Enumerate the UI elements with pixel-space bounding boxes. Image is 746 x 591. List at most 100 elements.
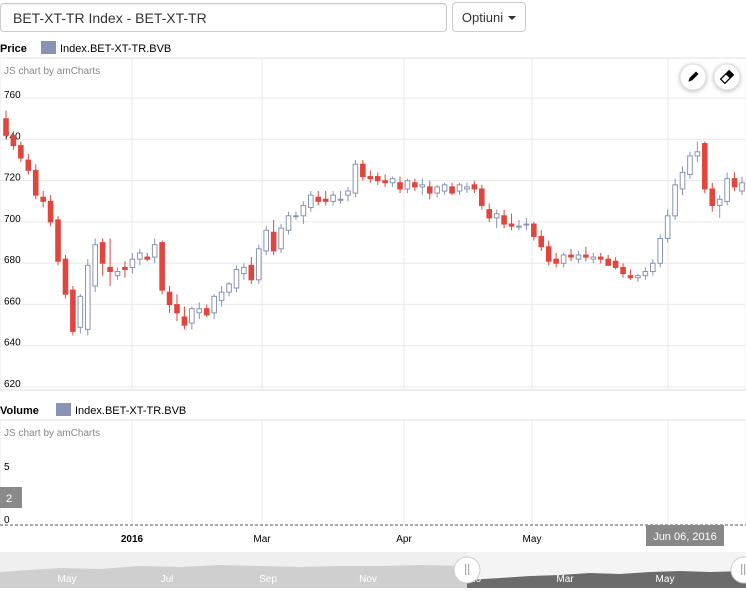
candle-body: [493, 213, 500, 219]
candle-body: [233, 268, 240, 289]
candle: [18, 141, 24, 163]
candle-body: [18, 145, 24, 159]
candle-body: [627, 275, 634, 279]
candle: [248, 257, 255, 284]
candle: [441, 182, 448, 196]
x-axis: 2016 Mar Apr May Jun: [121, 534, 676, 545]
top-bar: Optiuni: [0, 0, 746, 36]
x-tick-label: May: [523, 534, 542, 545]
candle-body: [122, 266, 128, 270]
candle: [40, 191, 46, 208]
candle-body: [107, 266, 113, 273]
scrollbar-label: May: [656, 574, 675, 585]
candle: [568, 248, 574, 262]
candle: [389, 176, 396, 187]
candle-body: [92, 244, 99, 287]
volume-y-axis: 05: [4, 462, 10, 526]
candle: [560, 252, 567, 268]
candle-body: [508, 223, 515, 227]
y-tick-label: 620: [4, 379, 21, 390]
candle: [716, 195, 723, 218]
candle: [739, 176, 745, 196]
candle-body: [441, 184, 448, 192]
candle: [493, 209, 500, 229]
cursor-date-balloon: Jun 06, 2016: [646, 525, 724, 546]
candle-body: [293, 215, 299, 218]
price-y-axis: 620 640 660 680 700 720 740 760: [4, 90, 21, 390]
candle: [32, 164, 39, 200]
candle-body: [501, 215, 507, 225]
candle: [47, 195, 54, 227]
candle-body: [181, 316, 188, 326]
candle-body: [77, 295, 84, 328]
y-tick-label: 660: [4, 296, 21, 307]
candle-body: [694, 151, 701, 157]
candle-body: [590, 256, 597, 260]
candle: [672, 178, 678, 220]
candle-body: [189, 308, 195, 324]
candle: [315, 191, 322, 206]
candle-body: [62, 258, 69, 295]
erase-button[interactable]: [713, 63, 741, 91]
candle-body: [531, 223, 537, 237]
scrollbar-overview: [0, 565, 467, 588]
candle: [84, 259, 91, 336]
candle: [635, 273, 641, 282]
candle-body: [32, 169, 39, 196]
candle-body: [218, 291, 225, 301]
candle-body: [196, 308, 203, 314]
candle-body: [99, 242, 106, 264]
candle-body: [664, 215, 671, 240]
candle: [218, 285, 225, 307]
price-grid: [0, 58, 746, 390]
candle-body: [649, 262, 656, 273]
scrollbar-label: Jul: [161, 574, 174, 585]
candle: [285, 211, 292, 235]
volume-y-tick-label: 0: [4, 515, 10, 526]
candle: [620, 263, 626, 278]
candle: [166, 285, 173, 313]
options-button[interactable]: Optiuni: [452, 2, 526, 32]
candle-body: [716, 198, 723, 206]
candle-body: [672, 184, 678, 217]
candle: [308, 191, 314, 212]
candle: [486, 203, 493, 222]
volume-legend-label[interactable]: Index.BET-XT-TR.BVB: [75, 405, 186, 417]
volume-y-tick-label: 5: [4, 462, 10, 473]
x-tick-label: Apr: [396, 534, 412, 545]
candle: [397, 176, 403, 194]
candle-body: [315, 196, 322, 202]
price-legend-label[interactable]: Index.BET-XT-TR.BVB: [60, 43, 171, 55]
candlestick-series: [3, 110, 745, 336]
candle: [129, 252, 136, 274]
scrollbar-left-handle[interactable]: [453, 556, 481, 584]
candle-body: [597, 256, 604, 260]
candle-body: [84, 264, 91, 330]
candle: [501, 209, 507, 229]
draw-button[interactable]: [679, 63, 707, 91]
volume-value-label: 2: [6, 493, 12, 505]
candle: [531, 221, 537, 241]
volume-panel-title: Volume: [0, 405, 39, 417]
y-tick-label: 760: [4, 90, 21, 101]
candle: [263, 226, 270, 256]
candle-body: [449, 186, 455, 194]
scrollbar-label: Nov: [359, 574, 377, 585]
volume-value-box: [0, 487, 22, 508]
candle-body: [560, 254, 567, 264]
search-input[interactable]: [0, 3, 447, 32]
price-legend-swatch[interactable]: [41, 41, 56, 54]
candle: [10, 131, 17, 150]
candle-body: [545, 246, 552, 262]
candle: [642, 267, 649, 280]
x-tick-label: 2016: [121, 534, 144, 545]
y-tick-label: 640: [4, 338, 21, 349]
volume-legend-swatch[interactable]: [56, 403, 71, 416]
candle-body: [360, 163, 366, 178]
scrollbar[interactable]: MayJulSepNov2016MarMay: [0, 552, 746, 588]
scrollbar-right-handle[interactable]: [730, 556, 746, 584]
candle: [352, 160, 359, 198]
candle: [382, 174, 388, 187]
candle-body: [478, 188, 485, 206]
